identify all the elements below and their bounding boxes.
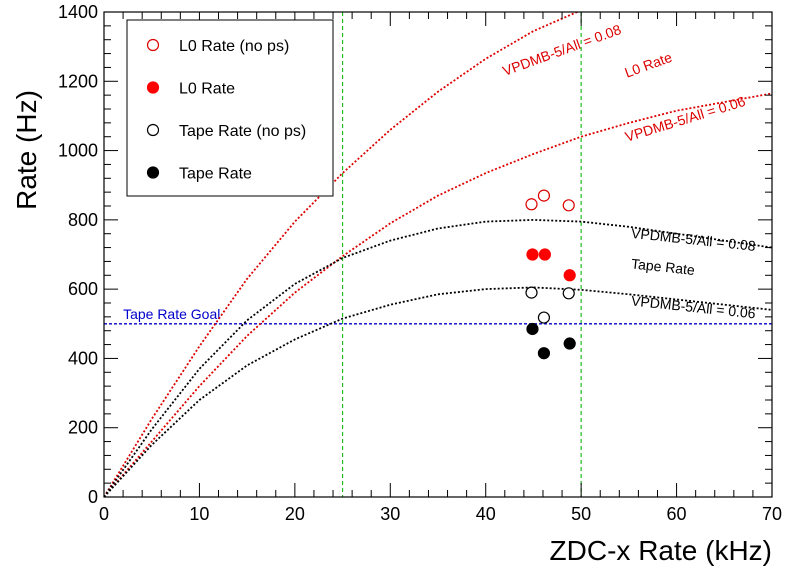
y-tick-label: 1400 [58, 2, 98, 22]
data-point-s2-p2 [562, 287, 575, 300]
data-point-s0-p0 [525, 198, 538, 211]
curve-l0-008 [104, 12, 580, 497]
y-tick-label: 1200 [58, 71, 98, 91]
guide-label: Tape Rate Goal [123, 306, 220, 322]
x-tick-label: 70 [762, 504, 782, 524]
y-tick-label: 1000 [58, 141, 98, 161]
x-tick-label: 20 [285, 504, 305, 524]
data-point-s2-p0 [525, 286, 538, 299]
plot-frame [103, 11, 773, 498]
curves [104, 12, 772, 497]
legend-label-1: L0 Rate [179, 81, 235, 98]
y-tick-label: 400 [68, 348, 98, 368]
annotation-4: Tape Rate [630, 255, 695, 278]
legend-label-0: L0 Rate (no ps) [179, 38, 289, 55]
x-axis-title: ZDC-x Rate (kHz) [550, 535, 772, 566]
legend: L0 Rate (no ps) L0 Rate Tape Rate (no ps) T… [126, 19, 334, 197]
data-point-s0-p2 [562, 199, 575, 212]
x-tick-label: 60 [667, 504, 687, 524]
legend-box [126, 19, 334, 197]
y-axis-title: Rate (Hz) [11, 90, 42, 210]
data-point-s3-p0 [526, 322, 539, 336]
axes [103, 11, 773, 498]
data-point-s1-p1 [538, 248, 551, 261]
data-points [525, 189, 576, 360]
data-point-s0-p1 [537, 189, 551, 202]
data-point-s3-p2 [563, 337, 576, 350]
x-tick-label: 30 [380, 504, 400, 524]
y-tick-label: 200 [68, 418, 98, 438]
x-tick-label: 40 [476, 504, 496, 524]
data-point-s3-p1 [537, 347, 551, 360]
legend-marker-2 [146, 123, 160, 137]
data-point-s2-p1 [537, 311, 551, 324]
x-tick-label: 50 [571, 504, 591, 524]
legend-label-2: Tape Rate (no ps) [179, 123, 306, 140]
x-tick-label: 10 [189, 504, 209, 524]
tick-labels: 0 10 20 30 40 50 60 70 0 200 400 600 800 1000 1200 1400 [58, 2, 782, 524]
y-tick-label: 0 [88, 487, 98, 507]
legend-marker-1 [146, 81, 160, 94]
legend-marker-3 [146, 166, 160, 179]
y-tick-label: 600 [68, 279, 98, 299]
y-tick-label: 800 [68, 210, 98, 230]
data-point-s1-p0 [526, 248, 539, 261]
curve-l0-006 [104, 92, 772, 497]
curve-tape-006 [104, 286, 772, 497]
x-tick-label: 0 [99, 504, 109, 524]
data-point-s1-p2 [563, 269, 576, 282]
legend-label-3: Tape Rate [179, 166, 252, 183]
legend-marker-0 [146, 38, 160, 52]
